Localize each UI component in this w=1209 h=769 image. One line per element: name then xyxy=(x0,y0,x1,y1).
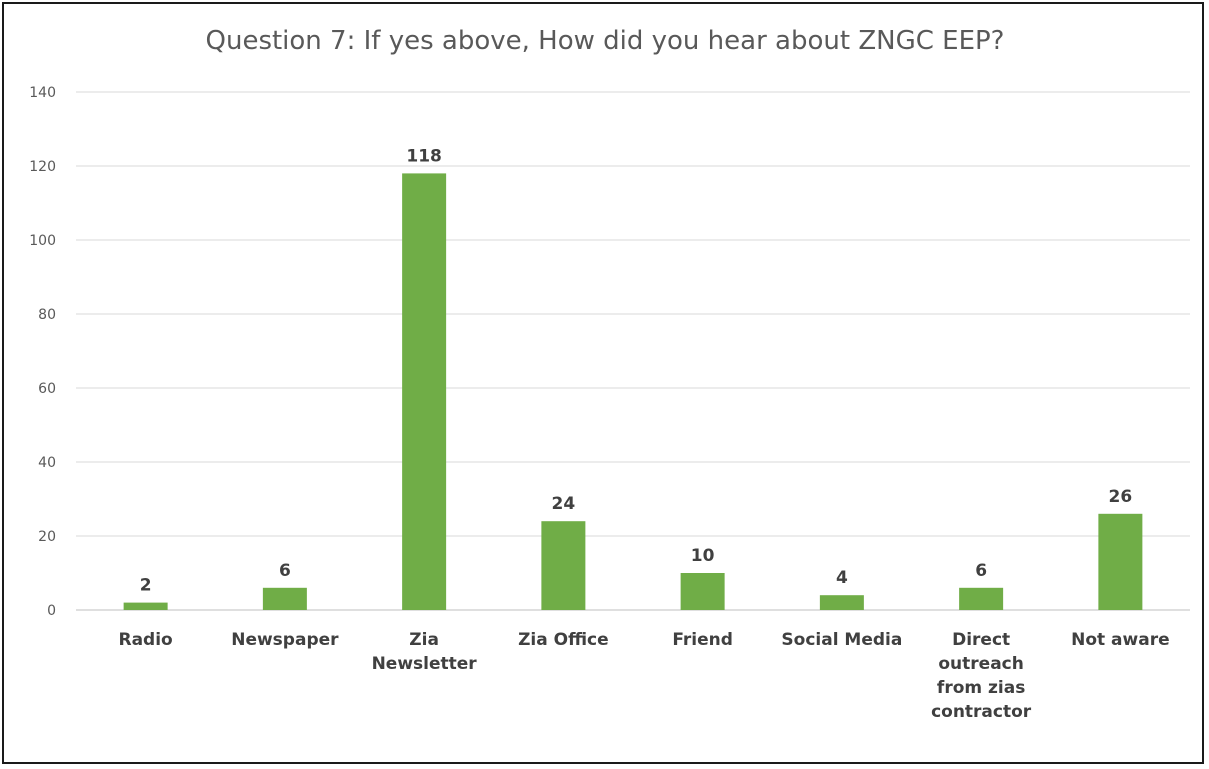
y-tick-label: 120 xyxy=(29,159,56,175)
bars xyxy=(123,173,1143,610)
gridlines xyxy=(76,91,1190,611)
bar xyxy=(680,573,725,610)
y-axis-ticks: 0 20 40 60 80 100 120 140 xyxy=(29,85,56,619)
bar xyxy=(402,173,447,610)
data-label: 118 xyxy=(406,146,442,166)
category-label: Friend xyxy=(672,630,733,650)
y-tick-label: 100 xyxy=(29,233,56,249)
y-tick-label: 80 xyxy=(38,307,56,323)
data-label: 24 xyxy=(552,494,576,514)
category-label: Not aware xyxy=(1071,630,1170,650)
y-tick-label: 40 xyxy=(38,455,56,471)
y-tick-label: 0 xyxy=(47,603,56,619)
data-label: 6 xyxy=(279,561,291,581)
bar xyxy=(959,587,1004,610)
bar xyxy=(819,595,864,610)
category-label: Radio xyxy=(119,630,173,650)
bar xyxy=(541,521,586,610)
data-label: 2 xyxy=(140,576,152,596)
x-axis-categories: Radio Newspaper Zia Newsletter Zia Office Fri… xyxy=(119,630,1170,722)
data-label: 26 xyxy=(1109,487,1133,507)
y-tick-label: 20 xyxy=(38,529,56,545)
bar xyxy=(123,602,168,610)
data-label: 4 xyxy=(836,568,848,588)
bar xyxy=(1098,513,1143,610)
category-label: Direct outreach from zias contractor xyxy=(931,630,1032,722)
chart-title: Question 7: If yes above, How did you he… xyxy=(205,26,1005,56)
y-tick-label: 140 xyxy=(29,85,56,101)
data-label: 10 xyxy=(691,546,715,566)
category-label: Newspaper xyxy=(231,630,339,650)
bar xyxy=(262,587,307,610)
data-label: 6 xyxy=(975,561,987,581)
category-label: Zia Office xyxy=(518,630,609,650)
y-tick-label: 60 xyxy=(38,381,56,397)
category-label: Social Media xyxy=(781,630,902,650)
category-label: Zia Newsletter xyxy=(372,630,478,674)
